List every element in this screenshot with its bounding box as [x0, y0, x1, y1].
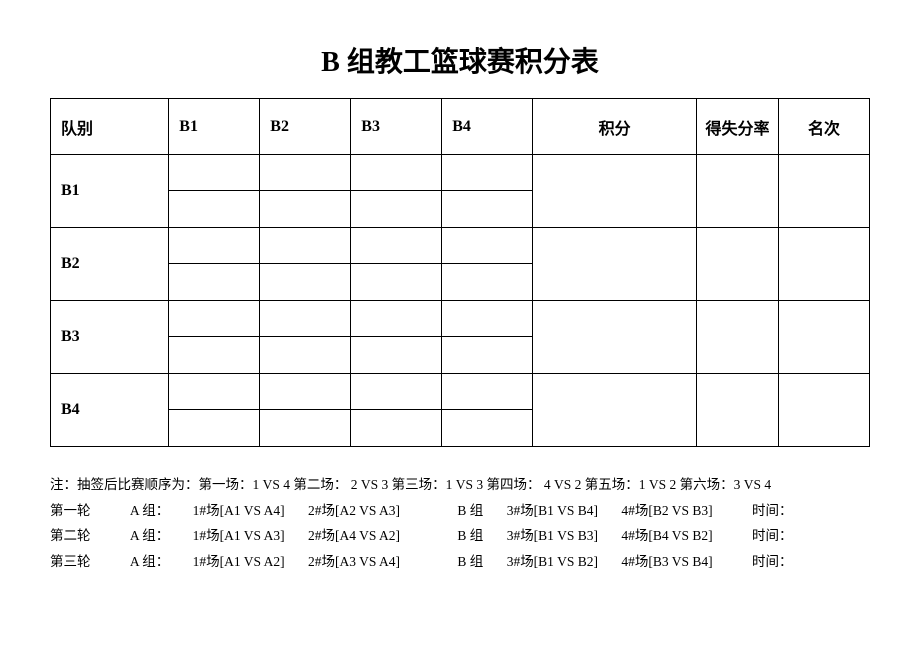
round-time: 时间： — [752, 528, 793, 543]
rank-cell — [778, 228, 869, 301]
vs-cell — [260, 155, 351, 228]
col-b3: B3 — [351, 99, 442, 155]
vs-cell — [442, 228, 533, 301]
round-b1: 3#场[B1 VS B2] — [507, 554, 598, 569]
page-title: B 组教工篮球赛积分表 — [50, 40, 870, 80]
round-row: 第一轮 A 组： 1#场[A1 VS A4] 2#场[A2 VS A3] B 组… — [50, 498, 870, 524]
col-rank: 名次 — [778, 99, 869, 155]
round-grpA: A 组： — [130, 554, 169, 569]
vs-cell — [169, 301, 260, 374]
round-b1: 3#场[B1 VS B3] — [507, 528, 598, 543]
vs-cell — [442, 155, 533, 228]
points-cell — [533, 155, 697, 228]
vs-cell — [351, 228, 442, 301]
ratio-cell — [697, 228, 779, 301]
table-row: B2 — [51, 228, 870, 301]
round-a2: 2#场[A2 VS A3] — [308, 503, 400, 518]
score-table: 队别 B1 B2 B3 B4 积分 得失分率 名次 B1 B2 — [50, 98, 870, 447]
table-row: B3 — [51, 301, 870, 374]
round-a1: 1#场[A1 VS A4] — [193, 503, 285, 518]
vs-cell — [169, 228, 260, 301]
col-ratio: 得失分率 — [697, 99, 779, 155]
vs-cell — [351, 374, 442, 447]
round-time: 时间： — [752, 503, 793, 518]
points-cell — [533, 374, 697, 447]
round-a1: 1#场[A1 VS A3] — [193, 528, 285, 543]
table-row: B1 — [51, 155, 870, 228]
vs-cell — [351, 155, 442, 228]
vs-cell — [442, 301, 533, 374]
round-grpB: B 组 — [457, 503, 483, 518]
ratio-cell — [697, 374, 779, 447]
col-team: 队别 — [51, 99, 169, 155]
note-order: 注：抽签后比赛顺序为：第一场：1 VS 4 第二场： 2 VS 3 第三场：1 … — [50, 472, 870, 498]
round-b2: 4#场[B2 VS B3] — [621, 503, 712, 518]
row-b1-label: B1 — [51, 155, 169, 228]
diag-cell — [442, 374, 533, 447]
points-cell — [533, 301, 697, 374]
header-row: 队别 B1 B2 B3 B4 积分 得失分率 名次 — [51, 99, 870, 155]
round-grpA: A 组： — [130, 528, 169, 543]
notes-section: 注：抽签后比赛顺序为：第一场：1 VS 4 第二场： 2 VS 3 第三场：1 … — [50, 472, 870, 575]
round-b2: 4#场[B4 VS B2] — [621, 528, 712, 543]
diag-cell — [260, 228, 351, 301]
rank-cell — [778, 155, 869, 228]
round-a2: 2#场[A3 VS A4] — [308, 554, 400, 569]
row-b3-label: B3 — [51, 301, 169, 374]
round-grpB: B 组 — [457, 554, 483, 569]
points-cell — [533, 228, 697, 301]
round-row: 第三轮 A 组： 1#场[A1 VS A2] 2#场[A3 VS A4] B 组… — [50, 549, 870, 575]
round-label: 第三轮 — [50, 554, 91, 569]
col-b1: B1 — [169, 99, 260, 155]
vs-cell — [260, 301, 351, 374]
rank-cell — [778, 301, 869, 374]
round-b1: 3#场[B1 VS B4] — [507, 503, 598, 518]
round-a2: 2#场[A4 VS A2] — [308, 528, 400, 543]
vs-cell — [260, 374, 351, 447]
col-b4: B4 — [442, 99, 533, 155]
round-label: 第一轮 — [50, 503, 91, 518]
round-grpB: B 组 — [457, 528, 483, 543]
row-b4-label: B4 — [51, 374, 169, 447]
round-time: 时间： — [752, 554, 793, 569]
rank-cell — [778, 374, 869, 447]
diag-cell — [169, 155, 260, 228]
ratio-cell — [697, 301, 779, 374]
col-b2: B2 — [260, 99, 351, 155]
round-grpA: A 组： — [130, 503, 169, 518]
diag-cell — [351, 301, 442, 374]
table-row: B4 — [51, 374, 870, 447]
vs-cell — [169, 374, 260, 447]
col-points: 积分 — [533, 99, 697, 155]
round-b2: 4#场[B3 VS B4] — [621, 554, 712, 569]
round-a1: 1#场[A1 VS A2] — [193, 554, 285, 569]
round-label: 第二轮 — [50, 528, 91, 543]
round-row: 第二轮 A 组： 1#场[A1 VS A3] 2#场[A4 VS A2] B 组… — [50, 523, 870, 549]
row-b2-label: B2 — [51, 228, 169, 301]
ratio-cell — [697, 155, 779, 228]
